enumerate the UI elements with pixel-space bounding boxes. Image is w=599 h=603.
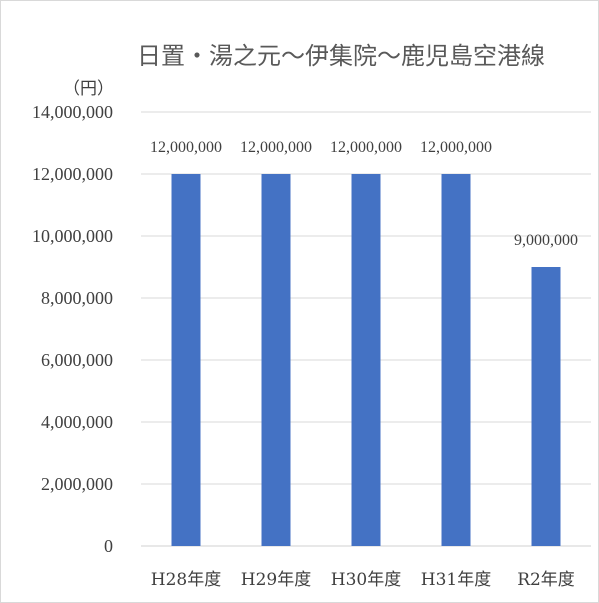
y-tick-label: 10,000,000 xyxy=(32,226,113,246)
x-category-label: R2年度 xyxy=(517,570,575,590)
x-category-label: H28年度 xyxy=(151,570,221,590)
x-category-label: H30年度 xyxy=(331,570,401,590)
y-tick-label: 6,000,000 xyxy=(41,350,113,370)
bars xyxy=(171,174,561,546)
data-label: 12,000,000 xyxy=(330,139,402,156)
data-labels: 12,000,000 12,000,000 12,000,000 12,000,000… xyxy=(150,139,578,249)
x-category-label: H31年度 xyxy=(421,570,491,590)
y-tick-label: 14,000,000 xyxy=(32,102,113,122)
bar xyxy=(351,174,381,546)
bar xyxy=(171,174,201,546)
bar xyxy=(261,174,291,546)
data-label: 9,000,000 xyxy=(514,232,578,249)
bar xyxy=(531,267,561,546)
y-tick-label: 12,000,000 xyxy=(32,164,113,184)
data-label: 12,000,000 xyxy=(150,139,222,156)
chart-title: 日置・湯之元〜伊集院〜鹿児島空港線 xyxy=(137,42,545,70)
y-tick-label: 0 xyxy=(104,536,113,556)
bar xyxy=(441,174,471,546)
data-label: 12,000,000 xyxy=(240,139,312,156)
y-tick-label: 2,000,000 xyxy=(41,474,113,494)
y-unit-label: （円） xyxy=(63,79,114,99)
y-tick-label: 8,000,000 xyxy=(41,288,113,308)
x-category-labels: H28年度 H29年度 H30年度 H31年度 R2年度 xyxy=(151,570,575,590)
y-tick-labels: 0 2,000,000 4,000,000 6,000,000 8,000,000 10,… xyxy=(32,102,113,556)
x-category-label: H29年度 xyxy=(241,570,311,590)
y-tick-label: 4,000,000 xyxy=(41,412,113,432)
data-label: 12,000,000 xyxy=(420,139,492,156)
